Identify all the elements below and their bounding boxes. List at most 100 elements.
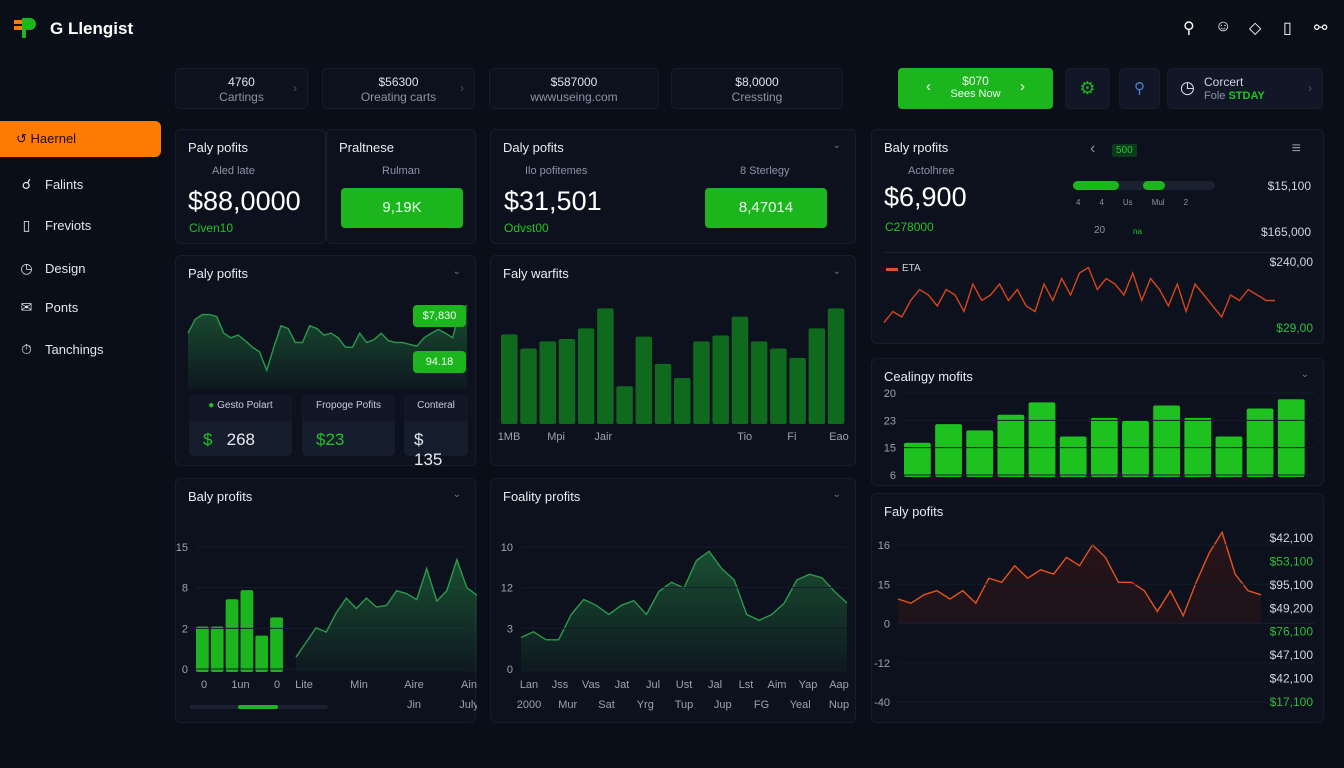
panel-note: Odvst00 <box>504 221 549 235</box>
chevron-down-icon[interactable]: ⌄ <box>452 266 461 277</box>
current-status-card[interactable]: ◷ Corcert Fole STDAY › <box>1167 68 1323 109</box>
bar <box>935 424 962 477</box>
menu-icon[interactable]: ≡ <box>1291 140 1301 157</box>
chevron-right-icon: › <box>460 81 464 95</box>
value-badge-1: $7,830 <box>413 305 466 327</box>
mail-icon: ✉ <box>20 299 33 315</box>
bar <box>597 308 614 424</box>
x-tick-label: Lite <box>295 679 313 691</box>
strategy-button[interactable]: 8,47014 <box>705 188 827 228</box>
progress-fill-1 <box>1073 181 1119 190</box>
x-tick-label: Jin <box>407 699 421 711</box>
user-icon[interactable]: ☺ <box>1215 18 1232 35</box>
kpi-value: 4760 <box>228 75 255 89</box>
series-line <box>187 304 468 373</box>
x-tick-label: Mpi <box>547 431 565 443</box>
y-tick-label-right: $95,100 <box>1270 578 1314 592</box>
mini-label: Mul <box>1151 198 1165 207</box>
kpi-card-cressting[interactable]: $8,0000 Cressting <box>671 68 843 109</box>
y-tick-label: 0 <box>182 664 188 676</box>
area-fill <box>521 551 847 672</box>
stat-card: Fropoge Pofits $23 <box>302 394 395 456</box>
sidebar-item-haernel[interactable]: ↺ Haernel <box>0 121 161 157</box>
kpi-card-website[interactable]: $587000 wwwuseing.com <box>489 68 659 109</box>
kpi-card-carts[interactable]: $56300 Oreating carts › <box>322 68 475 109</box>
chevron-right-icon[interactable]: › <box>1020 78 1025 95</box>
promo-button[interactable]: ‹ $070 Sees Now › <box>898 68 1053 109</box>
kpi-card-cartings[interactable]: 4760 Cartings › <box>175 68 308 109</box>
panel-daily-profits-c: Daly pofits ⌄ Ilo pofitemes $31,501 Odvs… <box>490 129 856 244</box>
gear-icon: ⚙ <box>1079 78 1096 98</box>
sidebar-item-tanchings[interactable]: ⏱ Tanchings <box>18 341 104 358</box>
promo-label: Sees Now <box>950 88 1001 100</box>
chevron-left-icon[interactable]: ‹ <box>1090 140 1096 157</box>
panel-daily-profits-a: Paly pofits Aled late $88,0000 Civen10 <box>175 129 326 244</box>
chevron-down-icon[interactable]: ⌄ <box>1300 369 1309 380</box>
y-tick-label-right: $42,100 <box>1270 531 1314 545</box>
x-tick-label: Aim <box>768 679 787 691</box>
y-tick-label: 10 <box>501 542 513 554</box>
x-tick-label: Yrg <box>637 699 654 711</box>
y-tick-label-right: $47,100 <box>1270 648 1314 662</box>
sidebar-item-design[interactable]: ◷ Design <box>18 260 85 277</box>
panel-subtitle: Rulman <box>382 165 420 177</box>
bar <box>210 626 224 672</box>
profit-area-chart <box>187 304 468 389</box>
chevron-down-icon[interactable]: ⌄ <box>832 266 841 277</box>
panel-title: Praltnese <box>339 140 394 155</box>
panel-title: Faly pofits <box>884 504 944 519</box>
tag-icon[interactable]: ◇ <box>1249 20 1262 37</box>
bar-chart-small: 15 8 2 0 0 1un 0 <box>176 542 467 691</box>
device-icon[interactable]: ▯ <box>1283 20 1292 37</box>
kpi-value: $56300 <box>378 75 419 89</box>
x-tick-label: Jss <box>552 679 569 691</box>
sidebar-item-falints[interactable]: ☌ Falints <box>18 176 84 193</box>
sidebar-item-freviots[interactable]: ▯ Freviots <box>18 217 92 234</box>
panel-title: Daly pofits <box>503 140 564 155</box>
chevron-down-icon[interactable]: ⌄ <box>452 489 461 500</box>
bar <box>731 316 749 424</box>
x-tick-label: 0 <box>201 679 207 691</box>
y-tick-label: 3 <box>507 623 513 635</box>
panel-title: Baly profits <box>188 489 253 504</box>
bar <box>693 341 710 424</box>
bar <box>196 626 209 672</box>
sidebar-item-label: Haernel <box>30 131 77 146</box>
panel-baly-profits: Baly profits ⌄ 15 8 2 0 0 1un 0 Lite Min Aire Ain… <box>175 478 477 723</box>
y-tick-label-right: $240,00 <box>1270 255 1314 269</box>
period-badge[interactable]: 500 <box>1112 144 1137 157</box>
search-button[interactable]: ⚲ <box>1119 68 1160 109</box>
x-tick-label: Jat <box>615 679 630 691</box>
sidebar-item-ponts[interactable]: ✉ Ponts <box>18 299 79 316</box>
stat-label: Gesto Polart <box>217 400 273 411</box>
sidebar-item-label: Tanchings <box>45 342 104 357</box>
x-tick-label: Nup <box>829 699 849 711</box>
sidebar-item-label: Ponts <box>45 300 79 315</box>
bar <box>558 339 576 424</box>
settings-button[interactable]: ⚙ <box>1065 68 1110 109</box>
y-tick-label-right: $49,200 <box>1270 601 1314 615</box>
x-tick-label: FG <box>754 699 769 711</box>
praltnese-button[interactable]: 9,19K <box>341 188 463 228</box>
chevron-down-icon[interactable]: ⌄ <box>832 489 841 500</box>
panel-subtitle: Aled late <box>212 165 255 177</box>
search-icon[interactable]: ⚲ <box>1183 20 1195 37</box>
kpi-value: $8,0000 <box>735 75 779 89</box>
y-tick-label-right: $76,100 <box>1270 625 1314 639</box>
profit-area-chart: 10 12 3 0 Lan Jss Vas Jat Jul Ust Jal Lst Aim Yap Aap 2… <box>501 542 849 711</box>
chevron-right-icon: › <box>1308 81 1312 95</box>
y-tick-label: 6 <box>890 470 896 482</box>
chevron-down-icon[interactable]: ⌄ <box>832 140 841 151</box>
y-tick-label: 2 <box>182 623 188 635</box>
bar <box>789 357 806 424</box>
bell-icon[interactable]: ⚯ <box>1314 20 1328 37</box>
legend-swatch <box>886 268 898 271</box>
panel-subtitle-2: 8 Sterlegy <box>740 165 790 177</box>
chevron-left-icon[interactable]: ‹ <box>926 78 931 95</box>
scrollbar-thumb[interactable] <box>238 705 278 709</box>
y-tick-label-right: $29,00 <box>1276 321 1313 335</box>
panel-value: $31,501 <box>504 186 602 216</box>
panel-title: Faly warfits <box>503 266 569 281</box>
y-tick-label-right: $42,100 <box>1270 672 1314 686</box>
right-value-1: $15,100 <box>1267 179 1311 193</box>
